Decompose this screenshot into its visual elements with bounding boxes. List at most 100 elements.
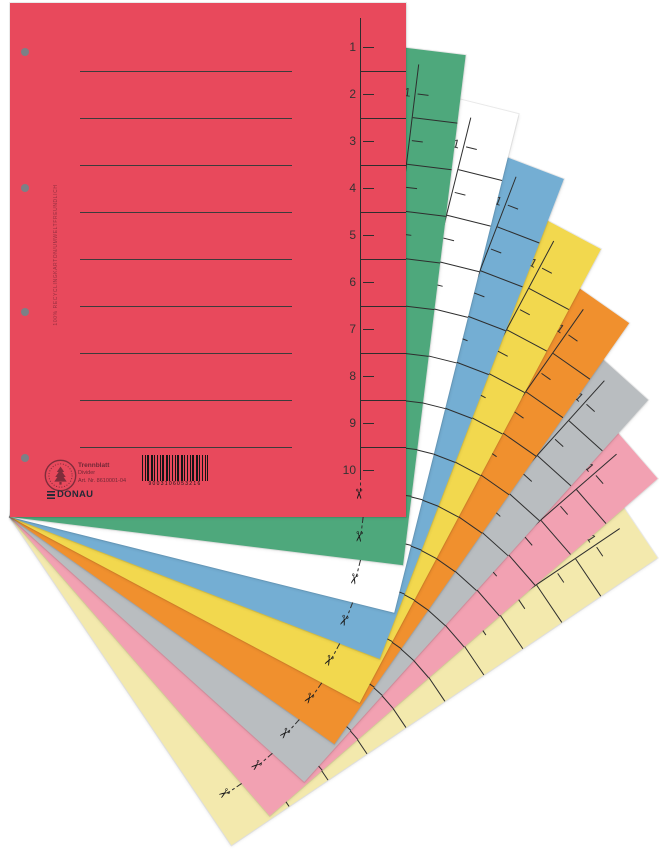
tab-boundary-line [498, 429, 537, 457]
tab-boundary-line [446, 214, 491, 227]
barcode-bars [142, 455, 208, 481]
tab-number: 7 [349, 322, 356, 336]
tab-number-tick [363, 470, 374, 471]
tab-boundary-line [361, 306, 406, 307]
tab-boundary-line [401, 210, 446, 217]
product-name-translation: Divider [78, 470, 96, 477]
tab-number-tick [363, 47, 374, 48]
tab-number-tick [490, 248, 502, 254]
writing-line [80, 353, 292, 354]
tab-number-tick [541, 372, 551, 381]
tab-number-tick [560, 505, 569, 515]
scissors-icon: ✂ [319, 651, 339, 670]
tab-boundary-line [412, 117, 458, 124]
tab-number-tick [497, 350, 508, 357]
writing-line [80, 447, 292, 448]
tab-number-tick [473, 292, 485, 298]
tab-number-tick [363, 94, 374, 95]
tab-boundary-line [484, 370, 525, 393]
tab-boundary-line [537, 455, 572, 487]
hole-punch [21, 454, 29, 462]
tab-number-tick [507, 204, 519, 210]
tab-number-tick [363, 282, 374, 283]
tab-boundary-line [361, 71, 406, 72]
tab-number-tick [568, 334, 578, 342]
writing-line [80, 118, 292, 119]
tab-boundary-line [406, 163, 452, 171]
product-name: Trennblatt [78, 462, 110, 469]
tab-number: 10 [342, 463, 356, 477]
tab-boundary-line [458, 169, 503, 182]
tab-number-tick [523, 473, 533, 482]
tab-number-tick [363, 235, 374, 236]
tab-boundary-line [575, 558, 602, 597]
writing-line [80, 212, 292, 213]
tab-number-tick [406, 186, 418, 190]
scissors-icon: ✂ [350, 529, 368, 544]
scissors-icon: ✂ [334, 612, 354, 629]
tab-boundary-line [361, 212, 406, 213]
tab-number: 8 [349, 369, 356, 383]
tab-number: 9 [349, 416, 356, 430]
brand-name: DONAU [57, 489, 94, 500]
brand-bars-icon [47, 490, 55, 499]
tab-boundary-line [361, 447, 406, 448]
hole-punch [21, 308, 29, 316]
tab-number-tick [541, 267, 553, 274]
barcode-digits: 9003106053216 [148, 481, 202, 487]
tab-number-tick [454, 191, 466, 196]
tab-number-tick [443, 237, 455, 242]
writing-line [80, 71, 292, 72]
hole-punch [21, 184, 29, 192]
tab-number-tick [465, 146, 477, 150]
tab-number-tick [586, 403, 595, 413]
writing-line [80, 259, 292, 260]
tab-number-tick [363, 329, 374, 330]
hole-punch [21, 48, 29, 56]
writing-line [80, 165, 292, 166]
tab-boundary-line [361, 259, 406, 260]
tab-number-tick [411, 140, 423, 143]
tab-boundary-line [435, 260, 480, 273]
tab-number: 3 [349, 134, 356, 148]
tab-boundary-line [497, 611, 524, 650]
brand-logo: DONAU [47, 490, 93, 500]
tab-number-tick [363, 376, 374, 377]
tab-number-tick [363, 188, 374, 189]
tab-number-tick [557, 573, 565, 583]
tab-number: 6 [349, 275, 356, 289]
tab-number-tick [519, 309, 530, 316]
tab-number-tick [595, 475, 604, 485]
tab-number-tick [596, 546, 604, 557]
tab-number-tick [524, 536, 533, 546]
tab-boundary-line [505, 550, 536, 586]
tab-boundary-line [480, 270, 523, 288]
tab-boundary-line [497, 226, 540, 244]
tab-boundary-line [505, 490, 540, 522]
tab-boundary-line [463, 314, 506, 332]
tab-number-tick [514, 411, 524, 419]
tab-number-tick [518, 599, 526, 610]
article-number: Art. Nr. 8610001-04 [78, 477, 127, 484]
scissors-icon: ✂ [344, 571, 364, 587]
recycling-side-text: 100% RECYCLINGKARTON/UMWELTFREUNDLICH [53, 184, 59, 326]
tab-number: 5 [349, 228, 356, 242]
tab-boundary-line [552, 352, 591, 380]
tab-boundary-line [540, 520, 571, 555]
tab-number-tick [363, 423, 374, 424]
tab-boundary-line [506, 329, 547, 352]
tab-boundary-line [536, 584, 563, 623]
barcode: 9003106053216 [142, 455, 208, 487]
writing-line [80, 306, 292, 307]
tab-boundary-line [361, 353, 406, 354]
tab-boundary-line [361, 400, 406, 401]
tab-boundary-line [361, 118, 406, 119]
tab-boundary-line [568, 420, 603, 452]
scissors-icon: ✂ [214, 783, 234, 804]
tab-number-tick [554, 438, 564, 447]
cut-dashed-line [360, 477, 361, 491]
tab-number: 4 [349, 181, 356, 195]
tab-boundary-line [528, 287, 570, 310]
tab-boundary-line [361, 165, 406, 166]
